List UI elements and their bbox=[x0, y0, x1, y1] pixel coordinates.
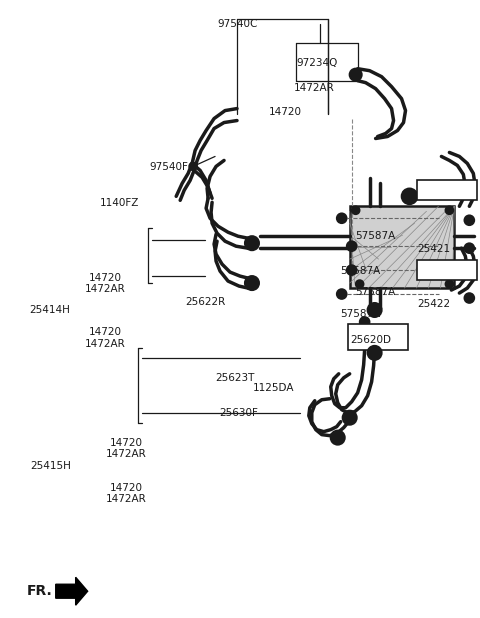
Text: 14720: 14720 bbox=[88, 273, 121, 283]
Text: 25414H: 25414H bbox=[29, 305, 70, 315]
Circle shape bbox=[408, 194, 411, 198]
Text: 14720: 14720 bbox=[88, 328, 121, 337]
Text: 57587A: 57587A bbox=[355, 287, 395, 297]
Circle shape bbox=[350, 69, 361, 81]
Circle shape bbox=[464, 268, 474, 278]
Circle shape bbox=[464, 243, 474, 253]
Text: 14720: 14720 bbox=[269, 107, 302, 117]
Text: 25620D: 25620D bbox=[350, 335, 391, 345]
Text: 25421: 25421 bbox=[418, 243, 451, 253]
Circle shape bbox=[331, 431, 345, 444]
Circle shape bbox=[402, 188, 418, 205]
Circle shape bbox=[464, 215, 474, 225]
Circle shape bbox=[245, 236, 259, 250]
Circle shape bbox=[189, 163, 197, 171]
Circle shape bbox=[352, 206, 360, 214]
Text: 1472AR: 1472AR bbox=[84, 339, 125, 349]
Text: 25415H: 25415H bbox=[30, 461, 71, 471]
Circle shape bbox=[347, 265, 357, 275]
Text: 1140FZ: 1140FZ bbox=[100, 198, 139, 208]
Circle shape bbox=[360, 317, 370, 327]
Circle shape bbox=[368, 346, 382, 360]
Circle shape bbox=[343, 411, 357, 425]
Circle shape bbox=[347, 241, 357, 251]
Text: 97234Q: 97234Q bbox=[296, 57, 337, 67]
Text: 25623T: 25623T bbox=[216, 373, 255, 383]
Text: 25422: 25422 bbox=[418, 299, 451, 309]
Circle shape bbox=[245, 276, 259, 290]
Circle shape bbox=[368, 303, 382, 317]
Text: 97540C: 97540C bbox=[217, 19, 258, 29]
Text: 1125DA: 1125DA bbox=[253, 383, 294, 393]
Circle shape bbox=[445, 206, 454, 214]
Text: FR.: FR. bbox=[27, 584, 53, 598]
Circle shape bbox=[336, 213, 347, 223]
Circle shape bbox=[356, 280, 364, 288]
Circle shape bbox=[464, 293, 474, 303]
Text: 57587A: 57587A bbox=[340, 266, 381, 276]
Text: 1472AR: 1472AR bbox=[294, 83, 335, 93]
Text: 25630F: 25630F bbox=[220, 407, 259, 418]
Bar bbox=[418, 260, 477, 280]
Circle shape bbox=[445, 280, 454, 288]
Bar bbox=[350, 206, 455, 288]
Text: 97540F: 97540F bbox=[150, 163, 189, 172]
Bar bbox=[348, 324, 408, 350]
Text: 1472AR: 1472AR bbox=[106, 494, 147, 504]
Text: 1472AR: 1472AR bbox=[84, 284, 125, 294]
Text: 57587A: 57587A bbox=[340, 309, 381, 319]
Text: 57587A: 57587A bbox=[355, 231, 395, 241]
Circle shape bbox=[336, 289, 347, 299]
Text: 25622R: 25622R bbox=[185, 297, 226, 307]
Text: 1472AR: 1472AR bbox=[106, 449, 147, 459]
Bar bbox=[418, 180, 477, 200]
Polygon shape bbox=[56, 577, 88, 605]
Text: 14720: 14720 bbox=[110, 483, 143, 493]
Text: 14720: 14720 bbox=[110, 438, 143, 448]
